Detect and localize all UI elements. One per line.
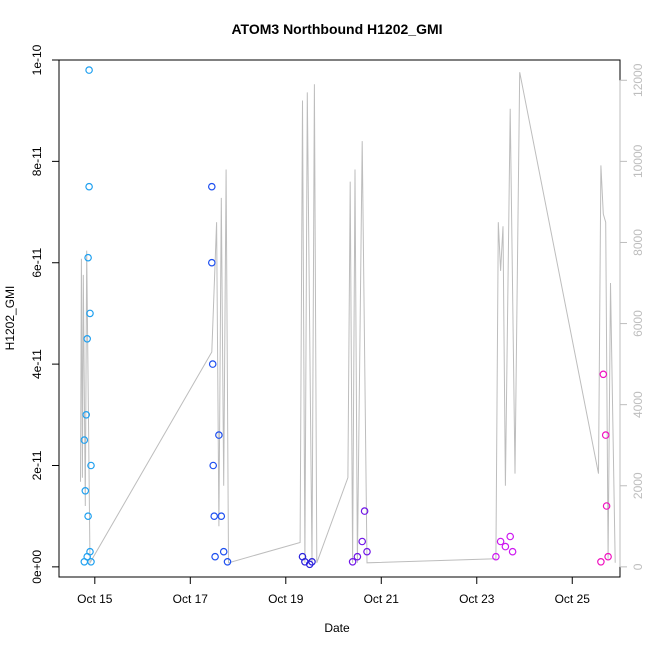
series-2 bbox=[208, 182, 232, 566]
y2-tick-label: 0 bbox=[631, 563, 645, 570]
data-point bbox=[85, 182, 93, 191]
data-point bbox=[353, 552, 362, 561]
data-point bbox=[601, 431, 610, 439]
series-5 bbox=[492, 532, 517, 561]
data-point bbox=[215, 431, 223, 439]
data-point bbox=[84, 253, 92, 262]
data-point bbox=[217, 512, 226, 521]
chart-title: ATOM3 Northbound H1202_GMI bbox=[231, 21, 442, 37]
y-tick-label: 4e-11 bbox=[30, 349, 44, 379]
y2-tick-label: 10000 bbox=[631, 144, 645, 178]
data-point bbox=[597, 557, 605, 566]
y2-tick-label: 2000 bbox=[631, 472, 645, 499]
y-axis: 0e+00 2e-11 4e-11 6e-11 8e-11 1e-10 bbox=[30, 44, 60, 584]
data-point bbox=[501, 542, 510, 551]
data-point bbox=[363, 547, 371, 556]
data-point bbox=[208, 360, 217, 368]
y-tick-label: 8e-11 bbox=[30, 146, 44, 176]
data-point bbox=[506, 532, 515, 541]
data-point bbox=[87, 557, 95, 566]
data-point bbox=[85, 66, 93, 74]
x-tick-label: Oct 15 bbox=[77, 592, 113, 606]
x-tick-label: Oct 19 bbox=[268, 592, 304, 606]
x-tick-label: Oct 17 bbox=[173, 592, 209, 606]
data-point bbox=[211, 552, 219, 561]
series-3 bbox=[298, 552, 316, 569]
data-point bbox=[86, 309, 94, 318]
data-point bbox=[87, 461, 95, 470]
data-point bbox=[602, 502, 611, 510]
y2-tick-label: 4000 bbox=[631, 391, 645, 418]
y-tick-label: 6e-11 bbox=[30, 248, 44, 278]
data-point bbox=[604, 552, 612, 561]
data-point bbox=[305, 560, 314, 569]
y-tick-label: 2e-11 bbox=[30, 450, 44, 480]
data-point bbox=[209, 461, 218, 470]
series-layer bbox=[80, 66, 612, 569]
data-point bbox=[219, 547, 228, 556]
y2-axis: 0 2000 4000 6000 8000 10000 12000 bbox=[619, 63, 645, 570]
data-point bbox=[83, 334, 92, 343]
x-tick-label: Oct 23 bbox=[459, 592, 495, 606]
secondary-series-line bbox=[80, 72, 616, 565]
data-point bbox=[208, 258, 216, 267]
data-point bbox=[599, 370, 608, 379]
data-point bbox=[208, 182, 216, 191]
data-point bbox=[348, 557, 357, 566]
data-point bbox=[86, 547, 94, 556]
secondary-line-layer bbox=[80, 72, 616, 565]
y-axis-label: H1202_GMI bbox=[3, 286, 17, 351]
data-point bbox=[308, 557, 316, 566]
y2-tick-label: 12000 bbox=[631, 63, 645, 97]
series-1 bbox=[80, 66, 95, 566]
x-tick-label: Oct 21 bbox=[364, 592, 400, 606]
data-point bbox=[358, 537, 367, 546]
data-point bbox=[492, 552, 500, 561]
data-point bbox=[80, 436, 89, 444]
data-point bbox=[210, 512, 219, 521]
data-point bbox=[84, 512, 92, 521]
data-point bbox=[223, 557, 232, 566]
data-point bbox=[81, 486, 90, 495]
series-6 bbox=[597, 370, 612, 566]
x-tick-label: Oct 25 bbox=[555, 592, 591, 606]
x-axis-label: Date bbox=[324, 621, 350, 635]
x-axis: Oct 15 Oct 17 Oct 19 Oct 21 Oct 23 Oct 25 bbox=[77, 576, 591, 606]
data-point bbox=[508, 547, 517, 556]
data-point bbox=[82, 410, 91, 419]
data-point bbox=[360, 507, 369, 515]
y2-tick-label: 8000 bbox=[631, 229, 645, 256]
series-4 bbox=[348, 507, 371, 566]
y-tick-label: 0e+00 bbox=[30, 550, 44, 584]
y2-tick-label: 6000 bbox=[631, 310, 645, 337]
y-tick-label: 1e-10 bbox=[30, 44, 44, 75]
data-point bbox=[496, 537, 505, 546]
